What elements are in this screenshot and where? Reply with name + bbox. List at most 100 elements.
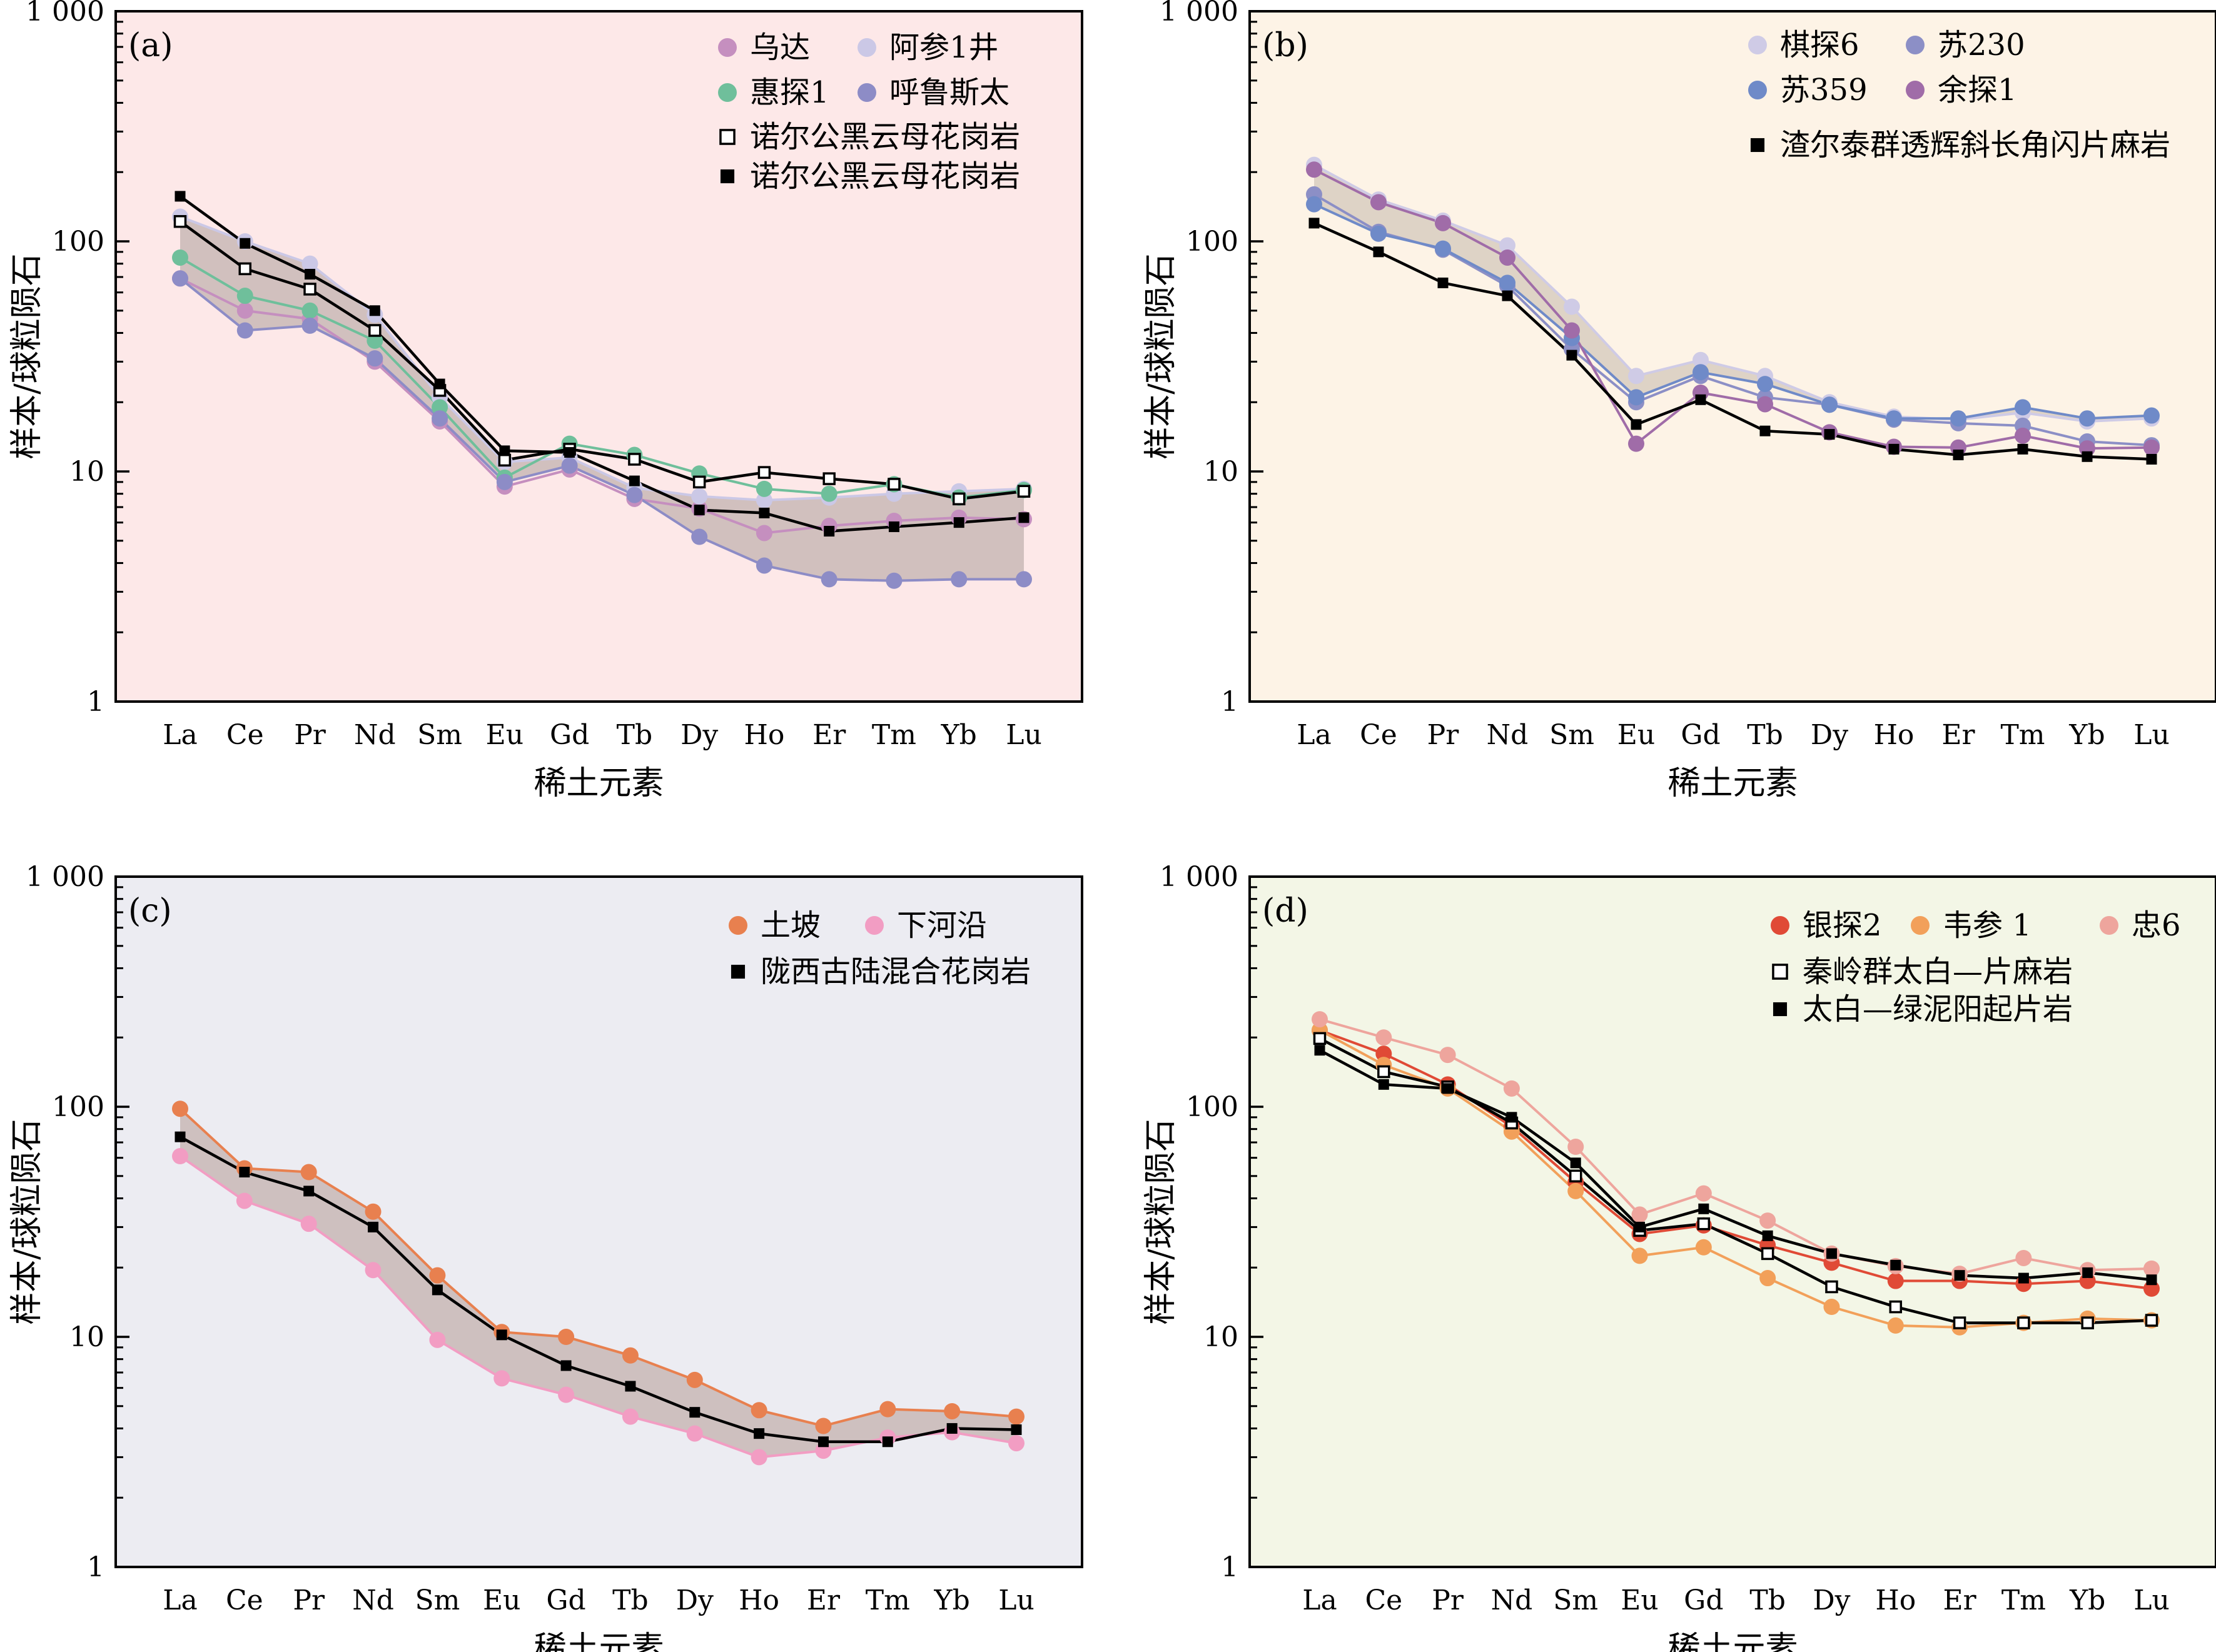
data-point: [496, 473, 513, 490]
legend-entry: 乌达: [750, 30, 810, 65]
data-point: [238, 262, 252, 276]
x-tick-label: Yb: [934, 1584, 970, 1616]
data-point: [1757, 396, 1773, 413]
data-point: [822, 472, 836, 485]
data-point: [175, 191, 186, 202]
y-tick-label: 1: [1221, 1551, 1238, 1583]
x-tick-label: Er: [1943, 1584, 1976, 1616]
data-point: [1631, 1206, 1648, 1223]
x-tick-label: Yb: [941, 719, 977, 751]
data-point: [429, 1267, 446, 1284]
legend-entry: 渣尔泰群透辉斜长角闪片麻岩: [1780, 128, 2170, 163]
legend-entry: 诺尔公黑云母花岗岩: [750, 159, 1020, 194]
plot-frame: [114, 875, 1083, 1568]
y-tick-label: 10: [1203, 456, 1238, 488]
x-tick-label: Yb: [2068, 719, 2105, 751]
data-point: [626, 486, 643, 503]
data-point: [1762, 1230, 1773, 1241]
data-point: [2081, 1316, 2094, 1329]
data-point: [1628, 389, 1644, 406]
data-point: [305, 269, 316, 280]
data-point: [498, 453, 512, 467]
x-tick-label: Nd: [354, 719, 396, 751]
data-point: [888, 521, 899, 532]
y-tick-label: 1: [87, 1551, 104, 1583]
data-point: [1375, 1045, 1392, 1062]
x-tick-label: Tm: [2000, 719, 2045, 751]
x-tick-label: Er: [807, 1584, 841, 1616]
data-point: [1759, 425, 1771, 436]
data-point: [694, 505, 705, 516]
x-tick-label: Nd: [1491, 1584, 1533, 1616]
data-point: [756, 525, 772, 541]
data-point: [691, 528, 708, 545]
x-tick-label: Tm: [2001, 1584, 2046, 1616]
legend-entry: 阿参1井: [889, 30, 999, 65]
series-line-2: [179, 256, 1025, 499]
data-point: [882, 1436, 893, 1448]
legend-marker: [729, 916, 747, 935]
data-point: [2082, 1267, 2093, 1278]
legend-entry: 苏230: [1938, 28, 2025, 63]
legend-entry: 秦岭群太白—片麻岩: [1803, 954, 2073, 989]
x-tick-label: Gd: [1684, 1584, 1723, 1616]
data-point: [239, 1167, 250, 1178]
data-point: [2017, 443, 2028, 455]
data-point: [236, 1192, 253, 1209]
data-point: [1435, 240, 1451, 257]
x-tick-label: Yb: [2069, 1584, 2105, 1616]
data-point: [172, 249, 188, 266]
data-point: [751, 1402, 767, 1419]
data-point: [499, 445, 510, 456]
legend-entry: 余探1: [1938, 73, 2017, 108]
chart-panel-1: 1 10 100 1 000 La Ce Pr Nd Sm Eu Gd Tb Dy Ho Er Tm Yb Lu 稀…: [1142, 0, 2216, 802]
data-point: [2018, 1272, 2029, 1284]
legend-entry: 苏359: [1780, 73, 1868, 108]
y-axis-label: 样本/球粒陨石: [1142, 1119, 1180, 1325]
data-point: [2017, 1316, 2030, 1329]
series-line-4: [179, 220, 1025, 501]
legend-marker: [1906, 36, 1925, 54]
series-line-0: [1313, 163, 2152, 423]
x-axis-label: 稀土元素: [534, 1630, 664, 1652]
data-point: [1888, 443, 1900, 455]
legend-entry: 惠探1: [750, 75, 829, 110]
data-point: [2079, 410, 2095, 427]
data-point: [1435, 214, 1451, 231]
data-point: [2015, 399, 2031, 416]
data-point: [1824, 429, 1835, 440]
legend-marker: [1748, 36, 1767, 54]
data-point: [1887, 1317, 1904, 1334]
legend-entry: 太白—绿泥阳起片岩: [1803, 992, 2073, 1027]
legend-marker: [719, 129, 736, 145]
data-point: [1564, 322, 1580, 339]
legend-marker: [718, 38, 737, 57]
y-tick-label: 1 000: [26, 0, 104, 28]
legend-entry: 韦参 1: [1943, 908, 2031, 943]
x-tick-label: Ho: [739, 1584, 779, 1616]
data-point: [1890, 1259, 1901, 1271]
y-axis-label: 样本/球粒陨石: [8, 253, 46, 460]
x-tick-label: Gd: [1681, 719, 1720, 751]
x-tick-label: Pr: [293, 1584, 325, 1616]
data-point: [558, 1329, 575, 1345]
plot-frame: [1248, 10, 2216, 703]
data-point: [1370, 194, 1387, 211]
data-point: [1378, 1079, 1389, 1090]
x-tick-label: Er: [1941, 719, 1975, 751]
y-tick-label: 1 000: [1160, 0, 1238, 28]
data-point: [1697, 1217, 1711, 1231]
data-point: [1502, 290, 1513, 301]
y-tick-label: 10: [69, 456, 104, 488]
y-tick-label: 1: [87, 686, 104, 718]
x-tick-label: Ce: [1365, 1584, 1402, 1616]
x-tick-label: Tb: [617, 719, 653, 751]
legend-marker: [718, 83, 737, 102]
data-point: [1018, 512, 1030, 523]
x-axis-label: 稀土元素: [1667, 765, 1798, 802]
data-point: [1506, 1112, 1517, 1123]
data-point: [493, 1370, 510, 1387]
plot-background: [116, 11, 1082, 702]
data-point: [301, 255, 318, 272]
y-axis-label: 样本/球粒陨石: [8, 1119, 46, 1325]
